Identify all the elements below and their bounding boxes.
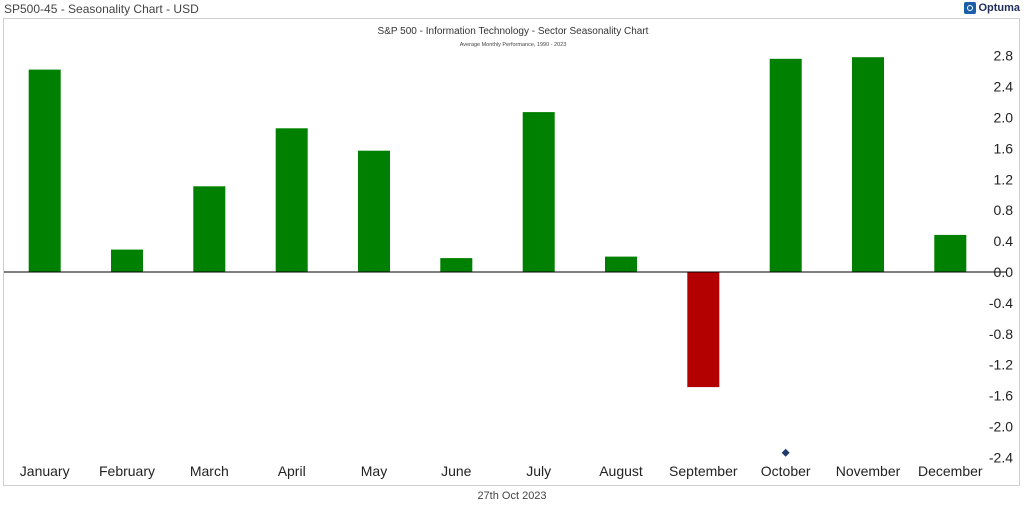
- y-tick-label: -0.4: [989, 295, 1013, 311]
- footer-date: 27th Oct 2023: [477, 490, 547, 502]
- y-tick-label: -2.0: [989, 419, 1013, 435]
- x-label-january: January: [20, 463, 70, 479]
- y-tick-label: 0.0: [994, 264, 1014, 280]
- y-tick-label: -1.2: [989, 357, 1013, 373]
- y-tick-label: 0.4: [994, 233, 1014, 249]
- x-label-december: December: [918, 463, 983, 479]
- y-tick-label: 2.8: [994, 48, 1014, 64]
- y-axis: 2.8 2.4 2.0 1.6 1.2 0.8 0.4 0.0 -0.4 -0.8 -1.2 -1.6…: [989, 48, 1013, 466]
- bar-january: [28, 69, 61, 272]
- bar-october: [769, 58, 802, 272]
- window-title: SP500-45 - Seasonality Chart - USD: [4, 2, 199, 16]
- chart-frame: 2.8 2.4 2.0 1.6 1.2 0.8 0.4 0.0 -0.4 -0.8 -1.2 -1.6…: [3, 18, 1020, 486]
- x-label-may: May: [361, 463, 387, 479]
- x-axis: January February March April May June July Augu…: [20, 463, 983, 479]
- x-label-march: March: [190, 463, 229, 479]
- x-label-february: February: [99, 463, 155, 479]
- y-tick-label: 1.6: [994, 140, 1014, 156]
- x-label-october: October: [761, 463, 811, 479]
- bar-august: [605, 256, 637, 272]
- bar-july: [522, 112, 555, 272]
- x-label-august: August: [599, 463, 643, 479]
- seasonality-chart: 2.8 2.4 2.0 1.6 1.2 0.8 0.4 0.0 -0.4 -0.8 -1.2 -1.6…: [4, 26, 1013, 479]
- y-tick-label: 2.0: [994, 110, 1014, 126]
- bar-june: [440, 258, 473, 272]
- y-tick-label: -1.6: [989, 388, 1013, 404]
- x-label-april: April: [278, 463, 306, 479]
- x-label-june: June: [441, 463, 472, 479]
- bar-december: [934, 234, 967, 272]
- y-tick-label: -2.4: [989, 449, 1013, 465]
- optuma-logo-icon: [964, 2, 977, 14]
- y-tick-label: 0.8: [994, 202, 1014, 218]
- y-tick-label: 2.4: [994, 79, 1014, 95]
- brand-name: Optuma: [978, 2, 1020, 14]
- y-tick-label: -0.8: [989, 326, 1013, 342]
- y-tick-label: 1.2: [994, 171, 1014, 187]
- bars-group: [28, 57, 967, 388]
- x-label-november: November: [836, 463, 901, 479]
- chart-subtitle: Average Monthly Performance, 1990 - 2023: [460, 42, 567, 48]
- brand: Optuma: [964, 2, 1020, 14]
- chart-title: S&P 500 - Information Technology - Secto…: [378, 26, 649, 37]
- bar-march: [193, 186, 226, 272]
- bar-february: [111, 249, 143, 272]
- bar-april: [275, 128, 308, 272]
- bar-september: [687, 272, 720, 388]
- bar-november: [852, 57, 884, 273]
- diamond-marker-icon: [781, 448, 790, 457]
- top-bar: SP500-45 - Seasonality Chart - USD Optum…: [0, 0, 1024, 18]
- x-label-september: September: [669, 463, 738, 479]
- x-label-july: July: [526, 463, 551, 479]
- bar-may: [358, 150, 390, 272]
